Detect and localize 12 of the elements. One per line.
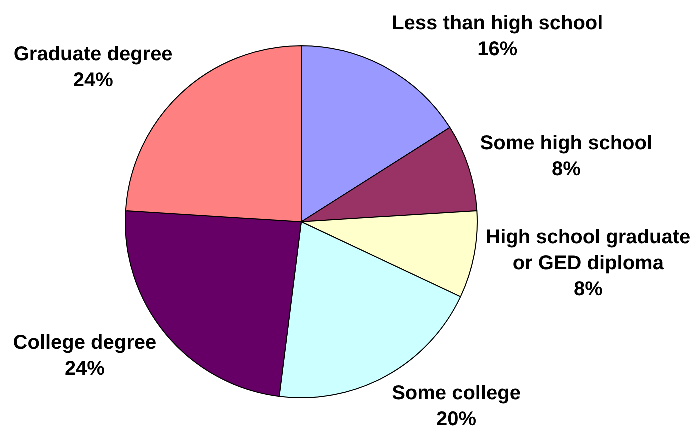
slice-label: Graduate degree <box>14 44 173 66</box>
data-label: 16% <box>478 38 518 61</box>
data-label: 8% <box>574 278 604 300</box>
data-label: 8% <box>552 158 582 180</box>
data-label: 24% <box>64 358 106 380</box>
slice-label: Some college <box>392 382 522 404</box>
slice-label: High school graduate or GED diploma <box>486 226 691 274</box>
slice-label: College degree <box>13 332 157 354</box>
data-label: 24% <box>73 70 114 92</box>
data-label: 20% <box>436 408 477 430</box>
slice-label: Less than high school <box>392 12 604 35</box>
slice-label: Some high school <box>480 132 653 154</box>
